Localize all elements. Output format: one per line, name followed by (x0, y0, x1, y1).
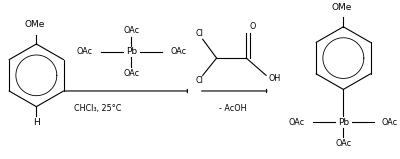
Text: OMe: OMe (331, 3, 352, 12)
Text: H: H (33, 118, 40, 127)
Text: OAc: OAc (170, 47, 187, 56)
Text: CHCl₃, 25°C: CHCl₃, 25°C (74, 104, 122, 113)
Text: Cl: Cl (196, 76, 204, 85)
Text: OAc: OAc (382, 118, 398, 127)
Text: OAc: OAc (289, 118, 305, 127)
Text: OH: OH (269, 74, 281, 83)
Text: - AcOH: - AcOH (219, 104, 246, 113)
Text: OAc: OAc (76, 47, 92, 56)
Text: Pb: Pb (126, 47, 137, 56)
Text: OAc: OAc (123, 69, 140, 78)
Text: Pb: Pb (338, 118, 349, 127)
Text: OAc: OAc (335, 139, 352, 148)
Text: O: O (250, 22, 256, 31)
Text: OMe: OMe (24, 20, 44, 29)
Text: OAc: OAc (123, 26, 140, 35)
Text: Cl: Cl (196, 29, 204, 38)
